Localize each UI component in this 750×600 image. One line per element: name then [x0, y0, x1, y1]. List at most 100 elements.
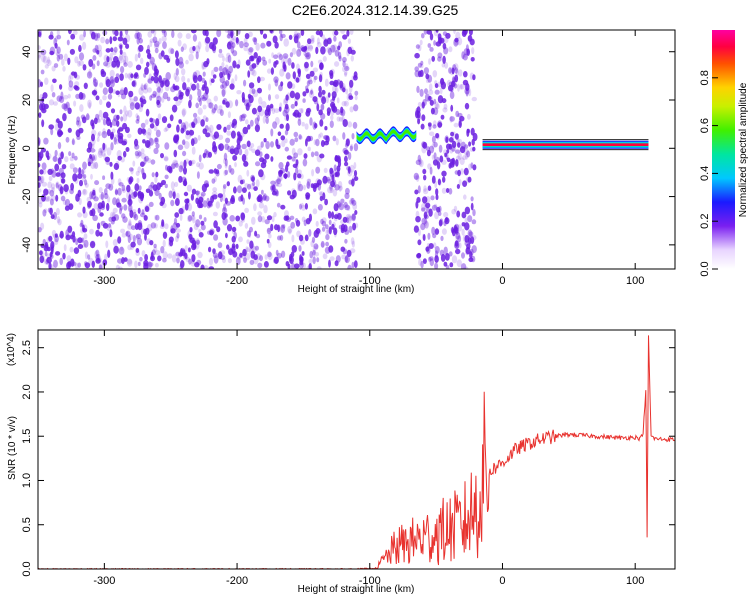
noise-blob [305, 43, 310, 52]
noise-blob [319, 132, 324, 138]
noise-blob [455, 229, 459, 235]
noise-blob [183, 159, 187, 168]
noise-blob [51, 92, 56, 98]
noise-blob [148, 137, 153, 144]
noise-blob [117, 91, 121, 98]
noise-blob [112, 239, 118, 247]
noise-blob [86, 113, 90, 121]
noise-blob [48, 34, 54, 40]
noise-blob [223, 126, 227, 133]
noise-blob [287, 171, 291, 178]
noise-blob [328, 245, 334, 253]
noise-blob [308, 76, 313, 83]
noise-blob [154, 175, 158, 183]
noise-blob [190, 260, 196, 267]
noise-blob [240, 212, 245, 219]
spectrogram-y-label: Frequency (Hz) [7, 116, 18, 185]
noise-blob [434, 228, 440, 235]
noise-blob [201, 62, 207, 70]
noise-blob [136, 32, 142, 40]
noise-blob [89, 209, 94, 217]
noise-blob [38, 45, 41, 50]
noise-blob [189, 94, 193, 101]
noise-blob [114, 189, 119, 196]
noise-blob [439, 155, 444, 163]
noise-blob [262, 59, 268, 66]
noise-blob [306, 182, 311, 189]
noise-blob [283, 106, 290, 114]
noise-blob [226, 224, 233, 232]
noise-blob [241, 154, 247, 162]
noise-blob [280, 135, 286, 141]
noise-blob [144, 233, 147, 241]
noise-blob [429, 99, 434, 106]
noise-blob [178, 165, 183, 173]
noise-blob [340, 246, 346, 252]
noise-blob [109, 36, 113, 45]
noise-blob [83, 30, 86, 38]
x-tick-label: -200 [226, 575, 248, 587]
colorbar-tick-label: 0.8 [699, 70, 711, 85]
noise-blob [253, 254, 258, 261]
noise-blob [258, 202, 264, 209]
noise-blob [134, 260, 138, 269]
noise-blob [120, 246, 124, 251]
noise-blob [130, 241, 136, 248]
noise-blob [255, 233, 261, 239]
noise-blob [216, 124, 222, 130]
noise-blob [470, 202, 474, 211]
noise-blob [264, 112, 270, 118]
noise-blob [70, 33, 76, 40]
noise-blob [143, 88, 149, 94]
noise-blob [56, 95, 62, 102]
noise-blob [416, 252, 422, 258]
noise-blob [467, 113, 471, 120]
noise-blob [336, 169, 340, 178]
noise-blob [274, 188, 279, 197]
noise-blob [289, 52, 293, 58]
noise-blob [291, 147, 296, 156]
noise-blob [322, 175, 328, 184]
noise-blob [194, 70, 201, 78]
noise-blob [68, 85, 74, 92]
noise-blob [433, 40, 436, 46]
noise-blob [268, 94, 271, 101]
noise-blob [93, 32, 99, 41]
noise-blob [181, 75, 186, 83]
noise-blob [472, 146, 476, 152]
noise-blob [53, 154, 57, 162]
noise-blob [255, 161, 261, 167]
y-tick-label: 2.0 [21, 384, 33, 399]
noise-blob [208, 169, 214, 174]
noise-blob [56, 51, 60, 57]
noise-blob [240, 114, 246, 122]
noise-blob [38, 188, 42, 193]
noise-blob [308, 79, 313, 85]
noise-blob [238, 236, 243, 243]
noise-blob [122, 122, 128, 130]
noise-blob [238, 220, 243, 227]
noise-blob [324, 224, 329, 230]
noise-blob [426, 30, 433, 35]
noise-blob [233, 186, 237, 194]
noise-blob [198, 232, 204, 238]
noise-blob [270, 141, 274, 148]
noise-blob [178, 89, 182, 95]
noise-blob [347, 264, 352, 269]
noise-blob [235, 215, 241, 222]
noise-blob [234, 162, 237, 168]
noise-blob [81, 174, 86, 182]
noise-blob [236, 90, 242, 95]
noise-blob [217, 251, 223, 260]
noise-blob [305, 192, 311, 199]
noise-blob [146, 157, 152, 164]
noise-blob [433, 30, 439, 37]
noise-blob [231, 42, 236, 49]
noise-blob [243, 42, 249, 48]
noise-blob [414, 52, 420, 59]
noise-blob [195, 116, 201, 124]
noise-blob [288, 34, 293, 40]
noise-blob [206, 197, 210, 205]
noise-blob [266, 40, 272, 47]
noise-blob [258, 96, 263, 105]
